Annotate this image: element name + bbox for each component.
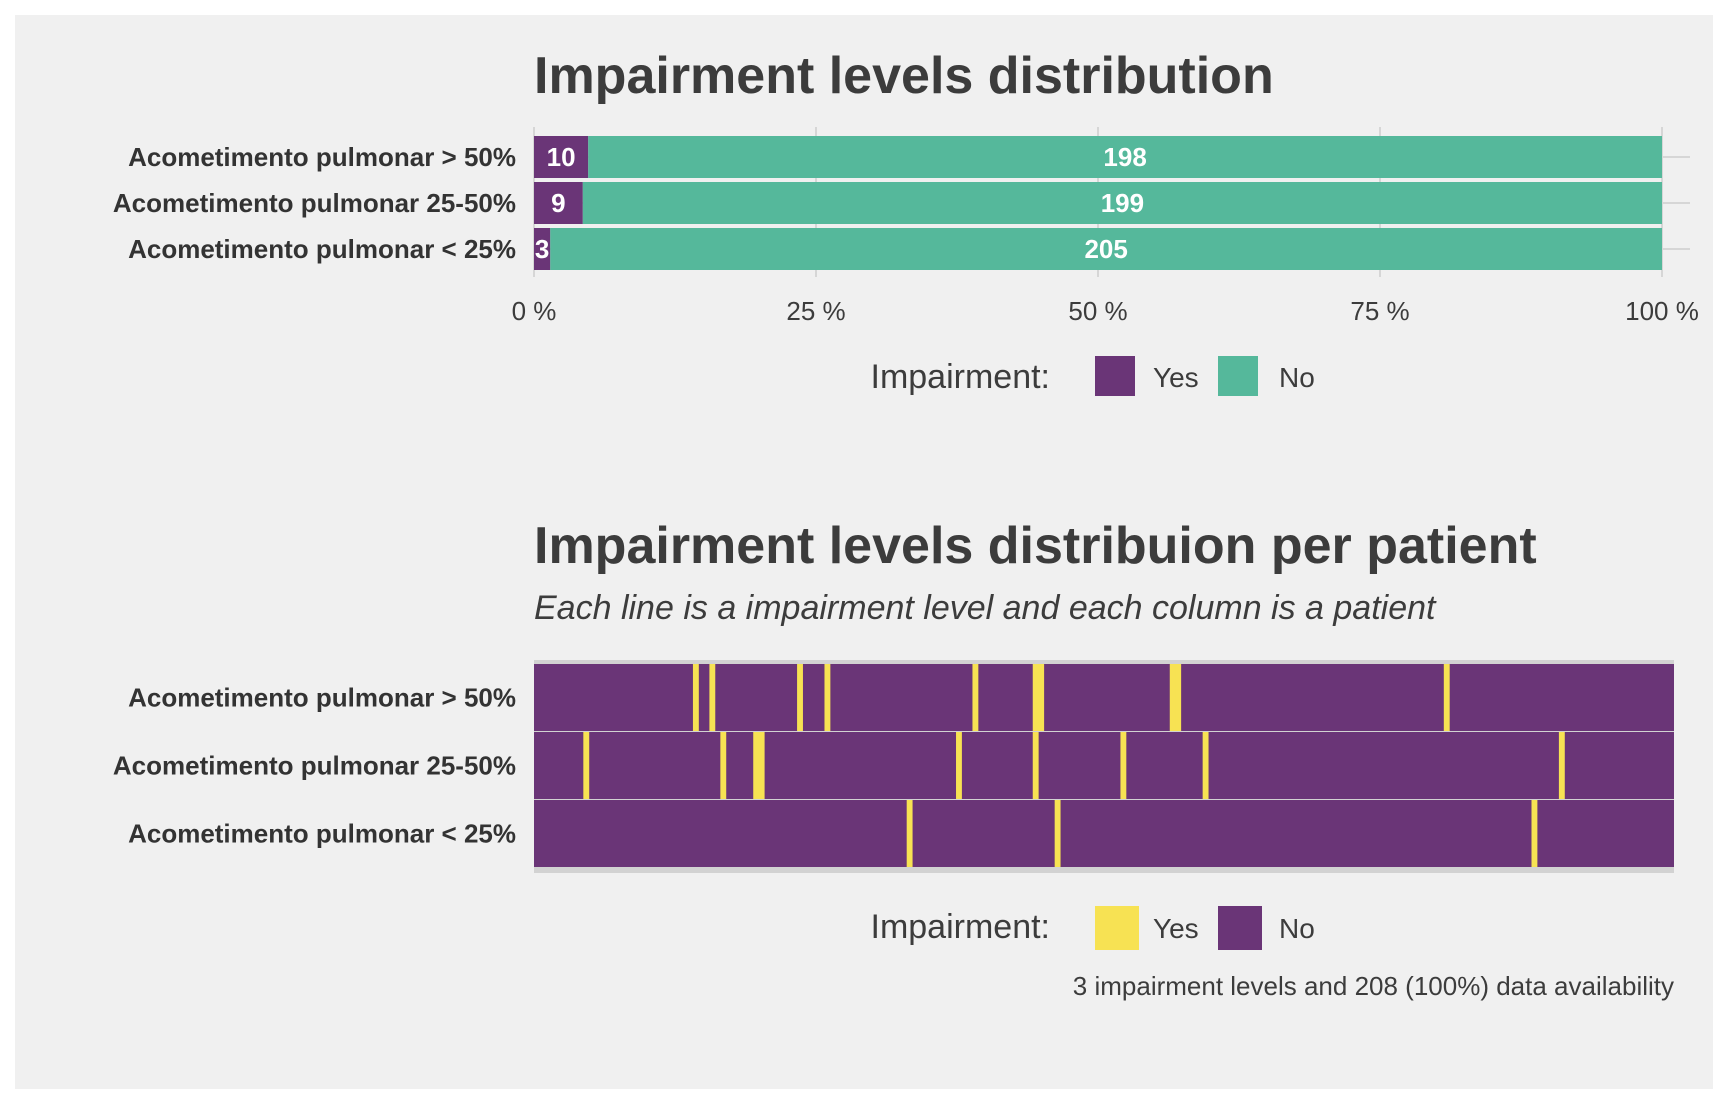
bar-legend-no-swatch: [1218, 356, 1258, 396]
heatmap-yes-cell: [1175, 664, 1182, 731]
heatmap-yes-cell: [1202, 732, 1209, 799]
heatmap-title: Impairment levels distribuion per patien…: [534, 517, 1537, 575]
bar-value-label-yes: 10: [547, 142, 576, 172]
bar-x-tick-label: 75 %: [1350, 296, 1409, 326]
bar-value-label-yes: 3: [535, 234, 549, 264]
bar-legend-no-label: No: [1279, 362, 1315, 393]
heatmap-chart: Impairment levels distribuion per patien…: [113, 517, 1674, 1001]
bar-legend-title: Impairment:: [871, 358, 1051, 396]
bar-rows: Acometimento pulmonar > 50% 10 198Acometim…: [113, 136, 1663, 270]
bar-x-tick-label: 100 %: [1625, 296, 1699, 326]
bar-x-tick-label: 25 %: [786, 296, 845, 326]
heatmap-yes-cell: [956, 732, 962, 799]
heatmap-legend-yes-swatch: [1095, 906, 1139, 950]
heatmap-legend-yes-label: Yes: [1153, 913, 1199, 944]
bar-value-label-no: 199: [1101, 188, 1144, 218]
heatmap-row-background: [534, 800, 1674, 867]
heatmap-yes-cell: [1443, 664, 1450, 731]
heatmap-yes-cell: [797, 664, 803, 731]
heatmap-row-label: Acometimento pulmonar 25-50%: [113, 751, 516, 781]
bar-segment-no: [588, 136, 1663, 178]
heatmap-yes-cell: [972, 664, 979, 731]
bar-category-label: Acometimento pulmonar < 25%: [128, 234, 516, 264]
bar-legend-yes-swatch: [1095, 356, 1135, 396]
bar-row: Acometimento pulmonar > 50% 10 198: [128, 136, 1663, 178]
heatmap-yes-cell: [824, 664, 831, 731]
bar-segment-yes: [534, 228, 551, 270]
bar-row: Acometimento pulmonar < 25% 3 205: [128, 228, 1662, 270]
heatmap-row-background: [534, 732, 1674, 799]
heatmap-row-labels: Acometimento pulmonar > 50% Acometimento …: [113, 683, 516, 849]
bar-segment-yes: [534, 136, 589, 178]
heatmap-yes-cell: [753, 732, 760, 799]
heatmap-yes-cell: [709, 664, 716, 731]
heatmap-yes-cell: [1032, 732, 1039, 799]
bar-value-label-no: 205: [1084, 234, 1127, 264]
heatmap-yes-cell: [1054, 800, 1061, 867]
heatmap-row: [534, 664, 1674, 731]
bar-category-label: Acometimento pulmonar 25-50%: [113, 188, 516, 218]
heatmap-row-label: Acometimento pulmonar < 25%: [128, 819, 516, 849]
heatmap-legend-no-label: No: [1279, 913, 1315, 944]
bar-row: Acometimento pulmonar 25-50% 9 199: [113, 182, 1663, 224]
figure-caption: 3 impairment levels and 208 (100%) data …: [1073, 971, 1674, 1001]
bar-segment-yes: [534, 182, 583, 224]
heatmap-yes-cell: [1120, 732, 1127, 799]
heatmap-yes-cell: [692, 664, 699, 731]
bar-x-axis: 0 % 25 % 50 % 75 % 100 %: [512, 296, 1699, 326]
heatmap-subtitle: Each line is a impairment level and each…: [534, 589, 1437, 627]
figure-canvas: Impairment levels distribution Acometime…: [113, 47, 1699, 1001]
heatmap-row-label: Acometimento pulmonar > 50%: [128, 683, 516, 713]
heatmap-tiles: [534, 660, 1674, 873]
bar-x-tick-label: 0 %: [512, 296, 557, 326]
heatmap-legend: Impairment: Yes No: [871, 906, 1315, 950]
heatmap-yes-cell: [1531, 800, 1538, 867]
bar-category-label: Acometimento pulmonar > 50%: [128, 142, 516, 172]
bar-chart-title: Impairment levels distribution: [534, 47, 1274, 105]
bar-segment-no: [550, 228, 1662, 270]
bar-value-label-yes: 9: [551, 188, 565, 218]
heatmap-yes-cell: [720, 732, 727, 799]
heatmap-legend-title: Impairment:: [871, 908, 1051, 946]
heatmap-row: [534, 800, 1674, 867]
heatmap-yes-cell: [1038, 664, 1045, 731]
heatmap-yes-cell: [1558, 732, 1565, 799]
bar-x-tick-label: 50 %: [1068, 296, 1127, 326]
bar-chart: Impairment levels distribution Acometime…: [113, 47, 1699, 396]
bar-legend: Impairment: Yes No: [871, 356, 1315, 396]
heatmap-yes-cell: [583, 732, 590, 799]
bar-legend-yes-label: Yes: [1153, 362, 1199, 393]
heatmap-yes-cell: [906, 800, 913, 867]
bar-segment-no: [582, 182, 1663, 224]
heatmap-yes-cell: [1032, 664, 1039, 731]
heatmap-legend-no-swatch: [1218, 906, 1262, 950]
heatmap-row-background: [534, 664, 1674, 731]
heatmap-row: [534, 732, 1674, 799]
figure-panel: Impairment levels distribution Acometime…: [15, 15, 1713, 1089]
bar-value-label-no: 198: [1103, 142, 1146, 172]
heatmap-yes-cell: [758, 732, 765, 799]
heatmap-yes-cell: [1169, 664, 1176, 731]
